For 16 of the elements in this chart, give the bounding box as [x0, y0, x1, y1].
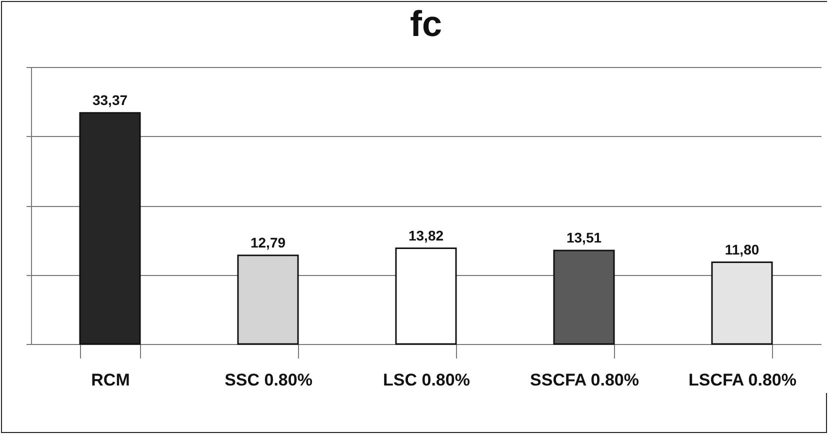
x-tick-label: SSCFA 0.80%: [530, 370, 639, 390]
data-label: 33,37: [92, 92, 128, 108]
data-label: 13,51: [566, 229, 602, 246]
x-tick-label: SSC 0.80%: [224, 370, 312, 390]
bar: [237, 254, 299, 345]
bar: [711, 262, 773, 345]
x-tick-label: LSCFA 0.80%: [688, 370, 797, 390]
bar: [553, 250, 615, 345]
bar: [79, 112, 141, 345]
bar: [395, 248, 457, 345]
data-label: 12,79: [250, 234, 286, 250]
data-label: 11,80: [724, 241, 760, 258]
x-tick-label: RCM: [91, 370, 130, 390]
chart-title: fc: [410, 3, 442, 44]
data-label: 13,82: [408, 227, 444, 244]
x-tick-label: LSC 0.80%: [383, 370, 470, 390]
